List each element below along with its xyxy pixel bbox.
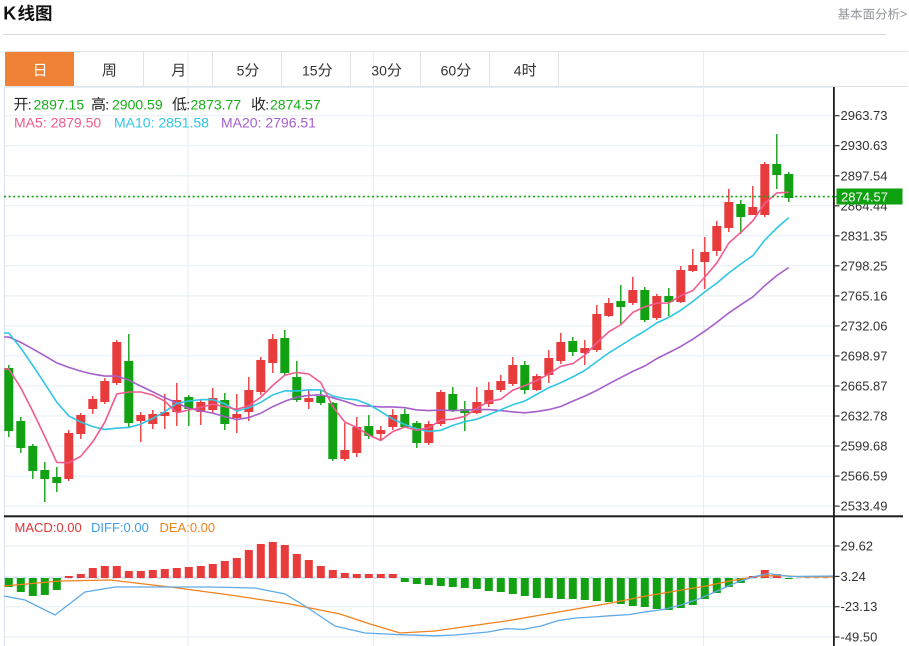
svg-text:2732.06: 2732.06 [841, 318, 888, 333]
svg-text:29.62: 29.62 [841, 539, 874, 554]
svg-text:>: > [900, 7, 907, 21]
svg-text:2566.59: 2566.59 [841, 469, 888, 484]
svg-text:2874.57: 2874.57 [841, 189, 888, 204]
svg-text:K: K [3, 4, 16, 24]
svg-text:2698.97: 2698.97 [841, 348, 888, 363]
svg-text:2963.73: 2963.73 [841, 108, 888, 123]
svg-text:2632.78: 2632.78 [841, 409, 888, 424]
svg-text:2930.63: 2930.63 [841, 138, 888, 153]
svg-text:2765.16: 2765.16 [841, 288, 888, 303]
svg-text:2831.35: 2831.35 [841, 228, 888, 243]
svg-text:2897.54: 2897.54 [841, 168, 888, 183]
svg-text:2599.68: 2599.68 [841, 439, 888, 454]
svg-text:2533.49: 2533.49 [841, 499, 888, 514]
svg-text:2798.25: 2798.25 [841, 258, 888, 273]
svg-text:-23.13: -23.13 [841, 599, 878, 614]
svg-text:3.24: 3.24 [841, 569, 866, 584]
svg-text:-49.50: -49.50 [841, 630, 878, 645]
svg-text:::::: :::: [28, 97, 269, 113]
svg-text:2665.87: 2665.87 [841, 379, 888, 394]
